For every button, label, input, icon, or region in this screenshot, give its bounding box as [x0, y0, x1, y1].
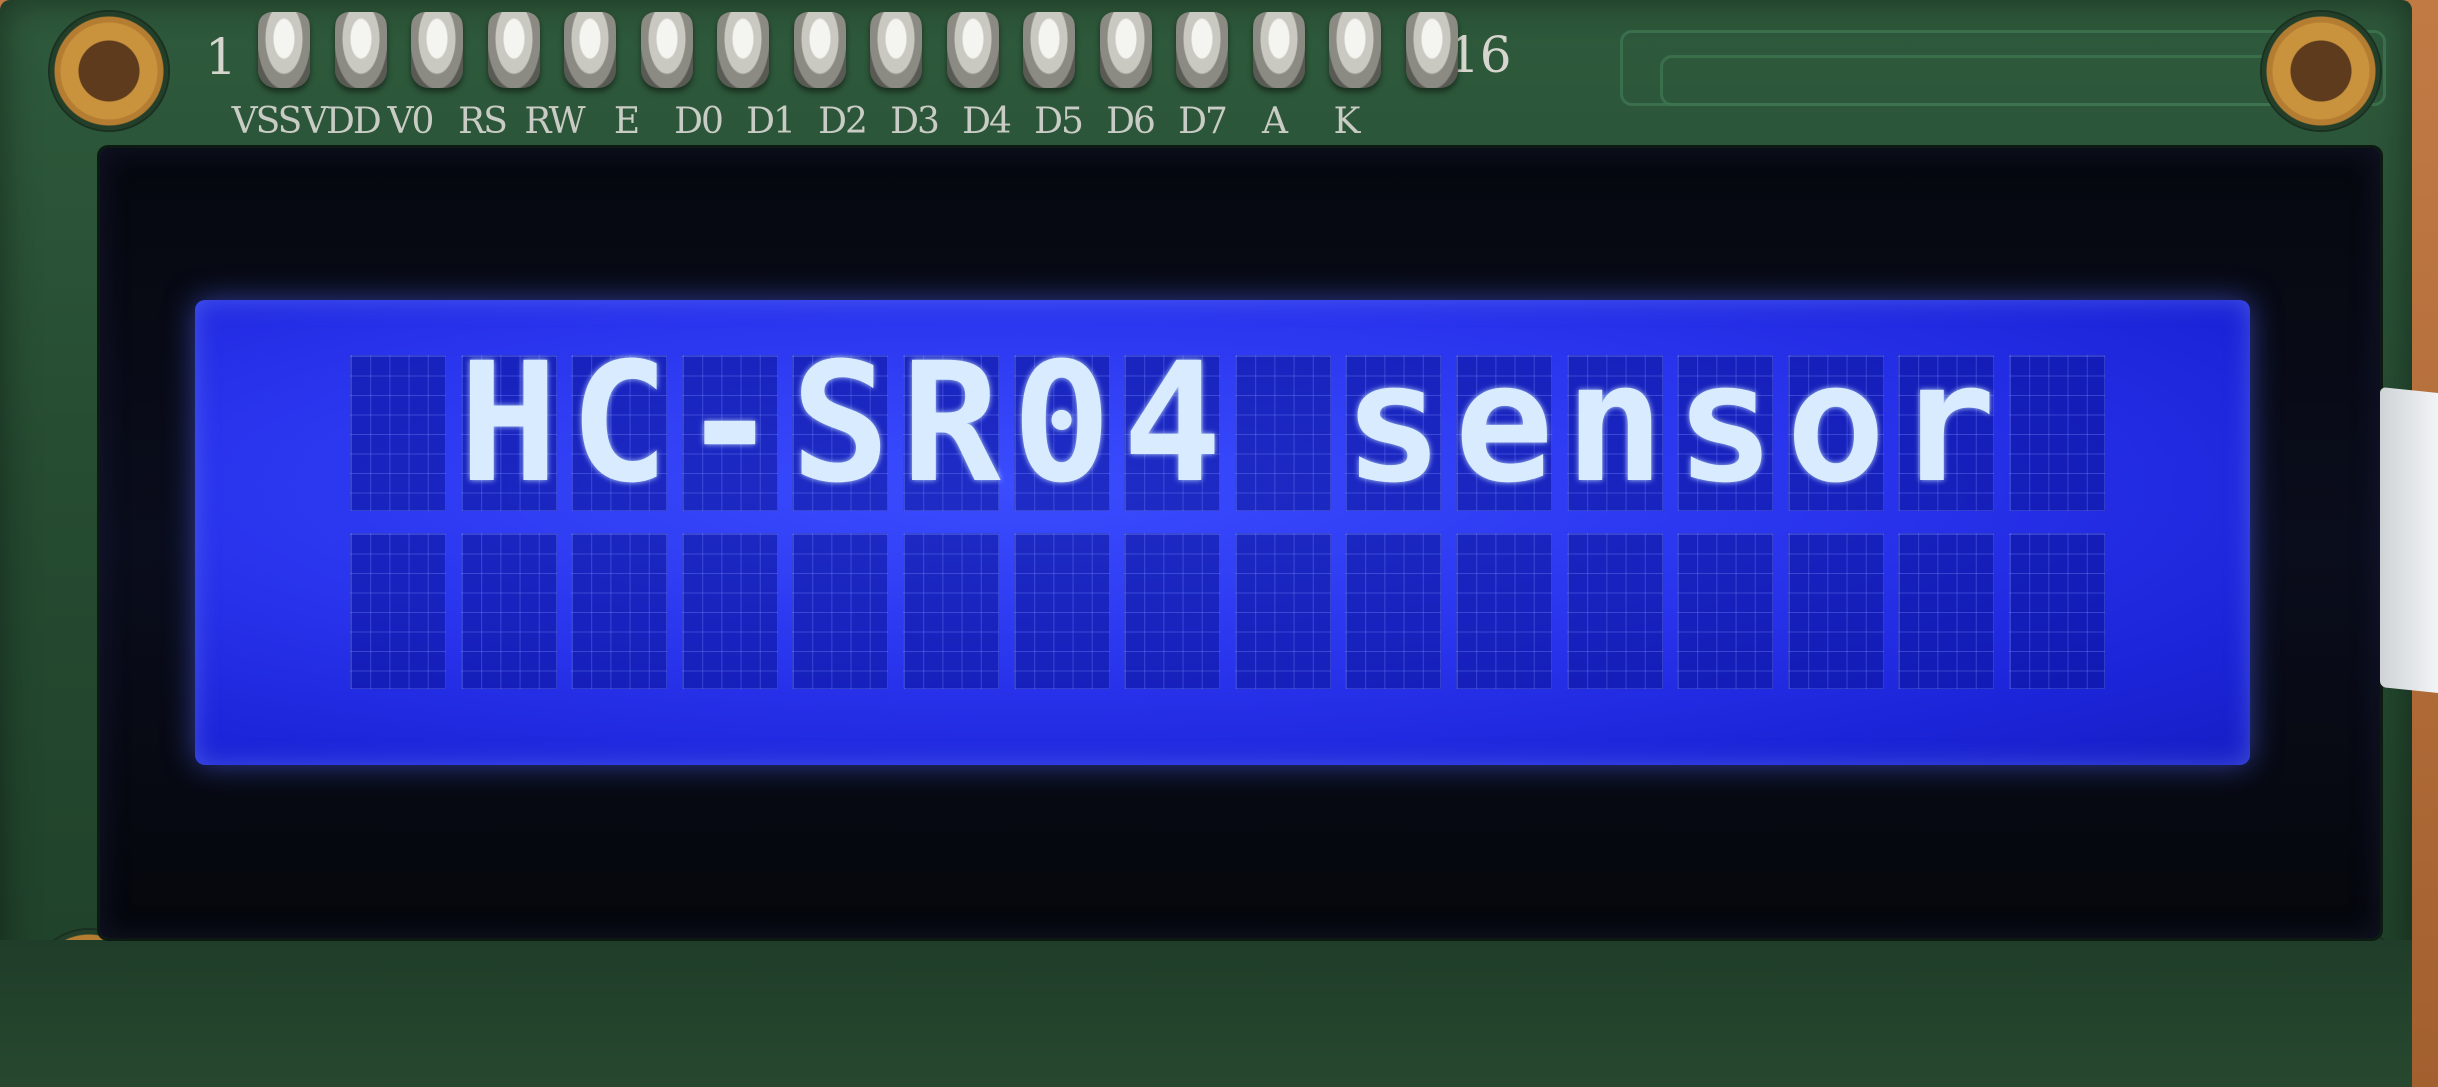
header-pin	[1176, 12, 1228, 88]
lcd-cell	[1456, 355, 1552, 511]
lcd-cell	[571, 355, 668, 511]
lcd-cell	[1787, 533, 1884, 689]
header-pin	[564, 12, 616, 88]
pin-label: V0	[387, 101, 435, 142]
lcd-cell	[681, 533, 778, 689]
mounting-hole-top-right	[2262, 12, 2380, 130]
pin-label: D1	[746, 101, 796, 142]
lcd-cell	[681, 355, 778, 511]
lcd-character: -	[680, 326, 780, 519]
lcd-cell	[350, 533, 446, 689]
header-pin	[1329, 12, 1381, 88]
pin-label: D5	[1034, 101, 1084, 142]
pcb-lower-edge	[0, 940, 2412, 1087]
character-grid	[350, 355, 2120, 710]
lcd-cell	[1787, 355, 1884, 511]
pin-16-marker: 16	[1448, 26, 1512, 84]
lcd-cell	[1124, 533, 1221, 689]
header-pin	[640, 12, 693, 88]
lcd-character: n	[1564, 326, 1665, 519]
lcd-character: R	[901, 326, 1001, 519]
lcd-cell	[1013, 355, 1110, 511]
lcd-character: 4	[1122, 326, 1222, 519]
pin-label-row: VSS VDD V0 RS RW E D0 D1 D2 D3 D4 D5 D6 D7 A K	[230, 98, 1470, 146]
pin-1-marker: 1	[205, 28, 237, 86]
lcd-character: o	[1786, 326, 1886, 519]
header-pins	[258, 12, 1458, 92]
header-pin	[411, 12, 463, 88]
lcd-cell	[571, 533, 668, 689]
lcd-cell	[1234, 355, 1331, 511]
side-clip	[2380, 386, 2438, 694]
pin-label: K	[1333, 101, 1361, 142]
pin-label: VDD	[302, 101, 382, 142]
lcd-cell	[1456, 533, 1552, 689]
header-pin	[717, 12, 769, 88]
lcd-cell	[903, 533, 999, 689]
pin-label: D6	[1106, 101, 1156, 142]
lcd-character: 0	[1011, 326, 1112, 519]
lcd-cell	[2009, 355, 2105, 511]
lcd-cell	[1566, 355, 1663, 511]
lcd-cell	[1677, 355, 1774, 511]
lcd-cell	[2009, 533, 2105, 689]
lcd-cell	[1898, 533, 1995, 689]
lcd-cell	[1677, 533, 1774, 689]
lcd-cell	[1345, 355, 1442, 511]
lcd-character: e	[1454, 326, 1554, 519]
pin-label: D7	[1178, 101, 1228, 142]
lcd-character: s	[1675, 326, 1775, 519]
pin-label: RS	[458, 101, 508, 142]
lcd-cell	[1898, 355, 1995, 511]
lcd-cell	[1013, 533, 1110, 689]
pin-label: D4	[962, 101, 1012, 142]
lcd-character: s	[1343, 326, 1444, 519]
lcd-character	[1235, 345, 1331, 501]
header-pin	[1023, 12, 1075, 88]
header-pin	[946, 12, 999, 88]
lcd-character: H	[458, 326, 559, 519]
pcb-trace	[1660, 55, 2366, 106]
lcd-cell	[792, 533, 889, 689]
mounting-hole-top-left	[50, 12, 168, 130]
lcd-character: C	[569, 326, 669, 519]
lcd-cell	[792, 355, 889, 511]
pin-label: E	[613, 101, 640, 142]
lcd-cell	[903, 355, 999, 511]
header-pin	[1405, 12, 1458, 88]
lcd-cell	[1234, 533, 1331, 689]
pin-label: VSS	[231, 101, 303, 142]
pin-label: D0	[674, 101, 724, 142]
pin-label: D2	[818, 101, 868, 142]
lcd-cell	[1566, 533, 1663, 689]
header-pin	[1099, 12, 1152, 88]
header-pin	[870, 12, 922, 88]
header-pin	[487, 12, 540, 88]
lcd-cell	[1345, 533, 1442, 689]
header-pin	[334, 12, 387, 88]
lcd-character: r	[1896, 326, 1997, 519]
lcd-cell	[460, 355, 557, 511]
lcd-cell	[350, 355, 446, 511]
header-pin	[793, 12, 846, 88]
pin-label: A	[1262, 101, 1288, 142]
pin-label: D3	[890, 101, 940, 142]
lcd-cell	[1124, 355, 1221, 511]
lcd-cell	[460, 533, 557, 689]
pin-label: RW	[524, 101, 585, 142]
header-pin	[258, 12, 310, 88]
lcd-character: S	[790, 326, 891, 519]
header-pin	[1252, 12, 1305, 88]
